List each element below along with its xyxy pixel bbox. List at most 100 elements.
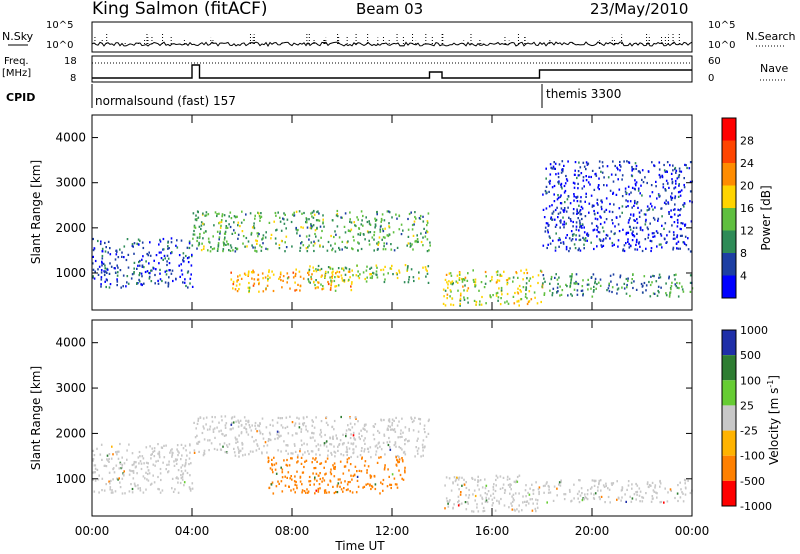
power-cell: [101, 262, 103, 265]
velocity-cell: [466, 501, 469, 504]
power-cell: [220, 219, 223, 222]
velocity-cell: [667, 491, 669, 494]
power-cell: [458, 278, 461, 281]
velocity-cell: [107, 459, 109, 462]
power-cell: [603, 184, 605, 187]
power-cell: [596, 202, 598, 205]
power-cell: [570, 239, 573, 242]
power-cell: [625, 233, 628, 236]
velocity-cell: [133, 463, 135, 466]
power-cell: [629, 244, 632, 247]
power-cell: [248, 281, 250, 285]
power-cell: [109, 253, 112, 256]
power-cell: [658, 168, 661, 171]
power-cell: [396, 217, 398, 220]
power-cell: [251, 271, 254, 274]
velocity-cell: [518, 474, 521, 477]
power-cell: [635, 167, 637, 170]
power-cell: [302, 244, 305, 247]
velocity-cell: [278, 482, 280, 485]
power-cell: [101, 250, 104, 253]
velocity-cell: [312, 457, 314, 460]
power-cell: [260, 246, 263, 249]
power-cell: [186, 257, 189, 260]
power-cell: [495, 271, 498, 274]
velocity-cell: [360, 429, 362, 432]
power-cell: [282, 275, 285, 278]
velocity-cell: [168, 460, 170, 463]
velocity-cell: [458, 503, 461, 506]
power-cell: [161, 279, 163, 283]
power-cell: [584, 215, 587, 218]
power-cell: [93, 247, 96, 250]
velocity-cell: [291, 421, 294, 424]
power-cell: [474, 278, 477, 281]
velocity-cell: [216, 426, 218, 429]
power-cell: [562, 242, 565, 245]
power-cell: [280, 279, 282, 282]
power-cell: [577, 249, 580, 252]
power-cell: [621, 205, 624, 208]
velocity-colorbar-tick: 25: [740, 399, 754, 412]
power-cell: [398, 269, 400, 272]
power-cell: [595, 174, 598, 177]
velocity-cell: [272, 424, 274, 427]
power-cell: [387, 234, 390, 238]
power-cell: [374, 217, 376, 220]
power-cell: [180, 263, 182, 266]
power-cell: [100, 278, 103, 281]
power-cell: [680, 170, 683, 173]
velocity-cell: [269, 438, 272, 442]
power-cell: [348, 268, 351, 271]
power-cell: [463, 279, 466, 282]
velocity-cell: [155, 460, 157, 463]
power-cell: [496, 273, 499, 276]
power-cell: [305, 221, 307, 224]
power-cell: [223, 242, 225, 245]
power-cell: [246, 245, 248, 248]
power-cell: [162, 248, 165, 251]
velocity-cell: [468, 488, 470, 492]
velocity-cell: [99, 453, 102, 456]
power-cell: [406, 269, 408, 272]
velocity-cell: [526, 500, 529, 503]
power-cell: [554, 162, 557, 165]
power-cell: [412, 234, 415, 237]
power-cell: [350, 228, 353, 231]
power-cell: [148, 262, 150, 265]
velocity-cell: [380, 456, 382, 459]
power-cell: [573, 199, 575, 202]
power-cell: [588, 175, 590, 178]
velocity-cell: [509, 483, 511, 486]
power-cell: [672, 231, 675, 234]
power-cell: [418, 217, 421, 220]
power-cell: [330, 287, 332, 290]
velocity-cell: [109, 488, 111, 491]
power-cell: [556, 286, 559, 289]
power-cell: [641, 285, 644, 288]
power-cell: [312, 209, 315, 213]
power-cell: [611, 210, 614, 214]
power-cell: [151, 269, 153, 272]
power-cell: [489, 280, 492, 283]
power-cell: [299, 275, 302, 278]
power-cell: [605, 233, 608, 237]
power-cell: [506, 279, 509, 282]
velocity-cell: [298, 422, 301, 425]
power-colorbar-swatch: [722, 163, 736, 186]
power-cell: [137, 264, 139, 267]
velocity-cell: [468, 494, 471, 497]
power-cell: [652, 208, 654, 211]
velocity-cell: [394, 430, 397, 433]
power-cell: [427, 265, 430, 268]
velocity-cell: [266, 451, 268, 454]
power-cell: [322, 245, 324, 248]
power-cell: [159, 272, 161, 275]
velocity-cell: [173, 460, 175, 463]
velocity-cell: [303, 422, 306, 425]
power-cell: [317, 210, 319, 213]
power-cell: [315, 279, 317, 282]
power-cell: [689, 290, 692, 293]
power-cell: [543, 216, 546, 219]
velocity-cell: [188, 486, 191, 489]
